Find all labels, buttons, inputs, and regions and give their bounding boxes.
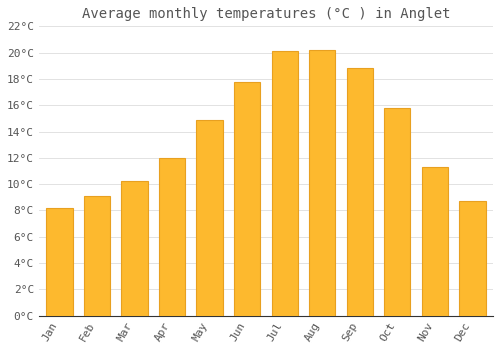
Bar (422, 167, 448, 316)
Bar (46, 208, 72, 316)
Bar (384, 108, 410, 316)
Bar (84, 196, 110, 316)
Bar (346, 68, 373, 316)
Bar (122, 182, 148, 316)
Bar (272, 51, 298, 316)
Bar (196, 120, 223, 316)
Bar (159, 158, 185, 316)
Bar (460, 201, 485, 316)
Bar (309, 50, 336, 316)
Title: Average monthly temperatures (°C ) in Anglet: Average monthly temperatures (°C ) in An… (82, 7, 450, 21)
Bar (234, 82, 260, 316)
